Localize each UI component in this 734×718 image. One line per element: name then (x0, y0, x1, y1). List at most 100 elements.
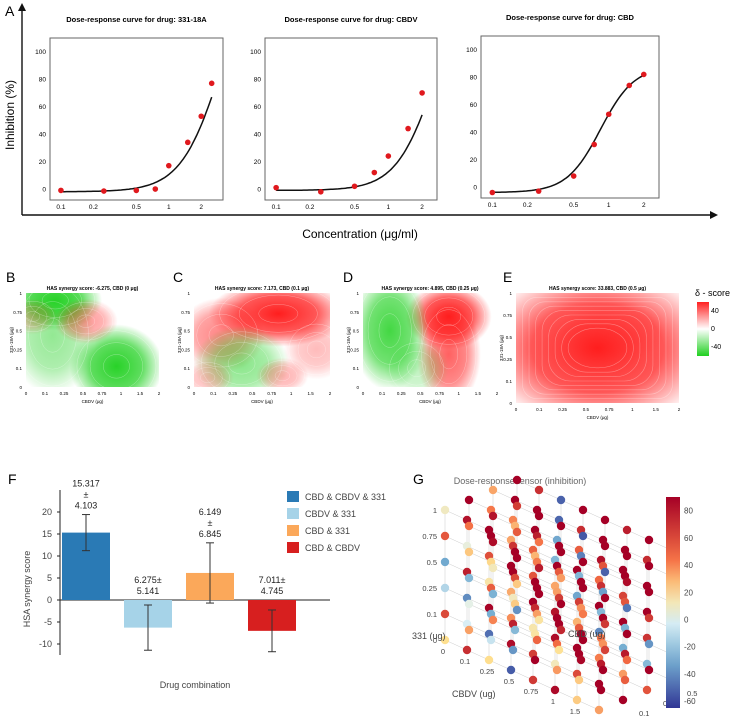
tensor-point (556, 573, 566, 583)
tensor-point (464, 547, 474, 557)
tensor-point (594, 705, 604, 715)
panel-letter-g: G (413, 471, 424, 487)
tensor-point (508, 645, 518, 655)
tensor-point (440, 505, 450, 515)
contour-line (412, 293, 486, 345)
y-tick-label: 10 (42, 551, 52, 561)
heat-legend-bar (697, 302, 709, 356)
x-tick-label: 0 (193, 391, 196, 396)
contour-line (26, 311, 41, 322)
y-tick-label: 0.75 (13, 310, 22, 315)
heatmap-title: HAS synergy score: 33.883, CBD (0.5 μg) (549, 286, 646, 292)
heatmap-d: HAS synergy score: 4.895, CBD (0.25 μg) 0… (346, 286, 499, 404)
tensor-point (534, 589, 544, 599)
value-label: 6.845 (199, 529, 222, 539)
contour-line (26, 293, 95, 327)
331-tick-label: 0.75 (422, 532, 437, 541)
x-tick-label: 0.2 (523, 202, 532, 209)
tensor-point (574, 675, 584, 685)
contour-line (26, 306, 48, 327)
contour-line (194, 362, 230, 387)
x-tick-label: 0.5 (417, 391, 424, 396)
colorbar (666, 497, 680, 708)
x-tick-label: 0.75 (98, 391, 107, 396)
tensor-point (512, 553, 522, 563)
data-point (184, 139, 191, 146)
x-tick-label: 2 (496, 391, 499, 396)
x-tick-label: 0.5 (350, 204, 359, 211)
value-label: ± (208, 518, 213, 528)
tensor-point (464, 495, 474, 505)
331-tick-label: 0.5 (427, 558, 437, 567)
data-point (489, 189, 496, 196)
contour-line (528, 301, 667, 395)
contour-line (26, 301, 55, 332)
tensor-point (488, 615, 498, 625)
331-tick-label: 0.25 (422, 584, 437, 593)
synergy-region (283, 319, 330, 380)
contour-line (58, 301, 114, 341)
contour-line (67, 308, 105, 335)
tensor-point (576, 655, 586, 665)
data-point (273, 184, 279, 191)
contour-line (194, 303, 259, 368)
tensor-point (534, 537, 544, 547)
y-tick-label: 0.25 (13, 347, 22, 352)
heatmap-surface (516, 293, 679, 403)
contour-line (196, 313, 246, 357)
legend-swatch (287, 525, 299, 536)
contour-line (267, 365, 298, 387)
fit-curve (276, 114, 423, 192)
y-tick-label: 40 (39, 132, 47, 139)
x-tick-label: 1 (167, 204, 171, 211)
data-point (405, 125, 411, 132)
colorbar-tick-label: 0 (684, 616, 689, 625)
y-tick-label: 5 (47, 573, 52, 583)
tensor-point (578, 531, 588, 541)
y-tick-label: 0 (47, 595, 52, 605)
tensor-point (510, 625, 520, 635)
tensor-point (530, 655, 540, 665)
tensor-point (600, 541, 610, 551)
x-tick-label: 0 (25, 391, 28, 396)
tensor-point (512, 527, 522, 537)
heat-legend-tick-neg40: -40 (711, 344, 721, 351)
value-label: 7.011± (259, 575, 286, 585)
y-tick-label: 40 (254, 132, 262, 139)
dose-response-plot-2: Dose-response curve for drug: CBDV 0 20 40 6… (250, 15, 438, 211)
heat-legend-tick-40: 40 (711, 308, 719, 315)
y-tick-label: 0.1 (184, 366, 191, 371)
x-tick-label: 0.25 (558, 407, 567, 412)
value-label: 6.275± (134, 575, 162, 585)
panel-a-y-title: Inhibition (%) (3, 80, 17, 150)
tensor-point (488, 511, 498, 521)
tensor-point (440, 583, 450, 593)
tensor-point (600, 515, 610, 525)
y-tick-label: 0.5 (184, 329, 191, 334)
tensor-point (486, 635, 496, 645)
contour-line (430, 324, 468, 384)
x-tick-label: 0.5 (132, 204, 141, 211)
contour-line (297, 332, 330, 367)
panel-letter-f: F (8, 471, 17, 487)
y-tick-label: 100 (250, 49, 261, 56)
colorbar-tick-label: -20 (684, 643, 696, 652)
x-tick-label: 1.5 (653, 407, 660, 412)
y-tick-label: 20 (42, 507, 52, 517)
heatmap-b: HAS synergy score: -6.275, CBD (0 μg) 0 0.… (9, 286, 161, 404)
synergy-region (384, 338, 449, 387)
y-tick-label: 0.1 (353, 366, 360, 371)
contour-line (363, 293, 423, 382)
y-tick-label: 0.1 (506, 379, 513, 384)
value-label: 5.141 (137, 586, 160, 596)
contour-line (28, 293, 82, 318)
contour-line (26, 293, 89, 387)
tensor-point (572, 695, 582, 705)
x-tick-label: 1 (607, 202, 611, 209)
x-tick-label: 1.5 (307, 391, 314, 396)
tensor-point (578, 635, 588, 645)
data-point (317, 188, 324, 195)
y-tick-label: 0.5 (353, 329, 360, 334)
panel-a-x-arrow (710, 211, 718, 219)
tensor-point (488, 537, 498, 547)
